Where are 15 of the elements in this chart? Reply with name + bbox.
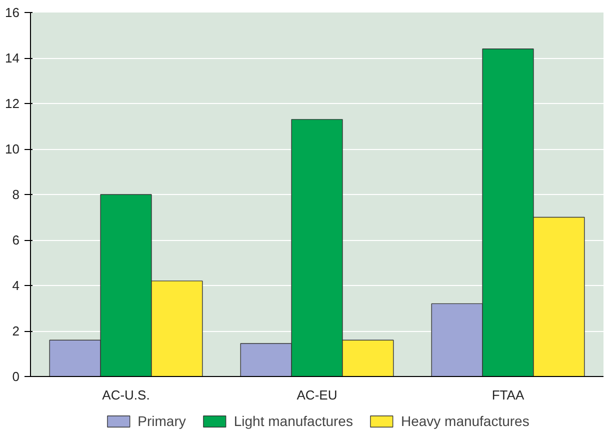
y-tick-label: 10: [5, 142, 20, 156]
y-tick-label: 12: [5, 96, 20, 111]
legend-label: Light manufactures: [234, 413, 353, 429]
y-tick-label: 6: [12, 232, 20, 248]
legend-label: Primary: [138, 413, 186, 429]
y-tick-label: 2: [12, 324, 20, 338]
y-tick-label: 14: [5, 50, 20, 66]
x-tick-label: AC-U.S.: [102, 388, 150, 402]
y-tick-label: 16: [5, 5, 20, 20]
y-tick-label: 8: [12, 187, 20, 202]
y-tick-label: 0: [12, 369, 20, 384]
x-tick-label: FTAA: [492, 388, 524, 402]
x-tick-label: AC-EU: [296, 388, 338, 402]
legend-label: Heavy manufactures: [400, 413, 530, 429]
y-tick-label: 4: [12, 278, 20, 293]
